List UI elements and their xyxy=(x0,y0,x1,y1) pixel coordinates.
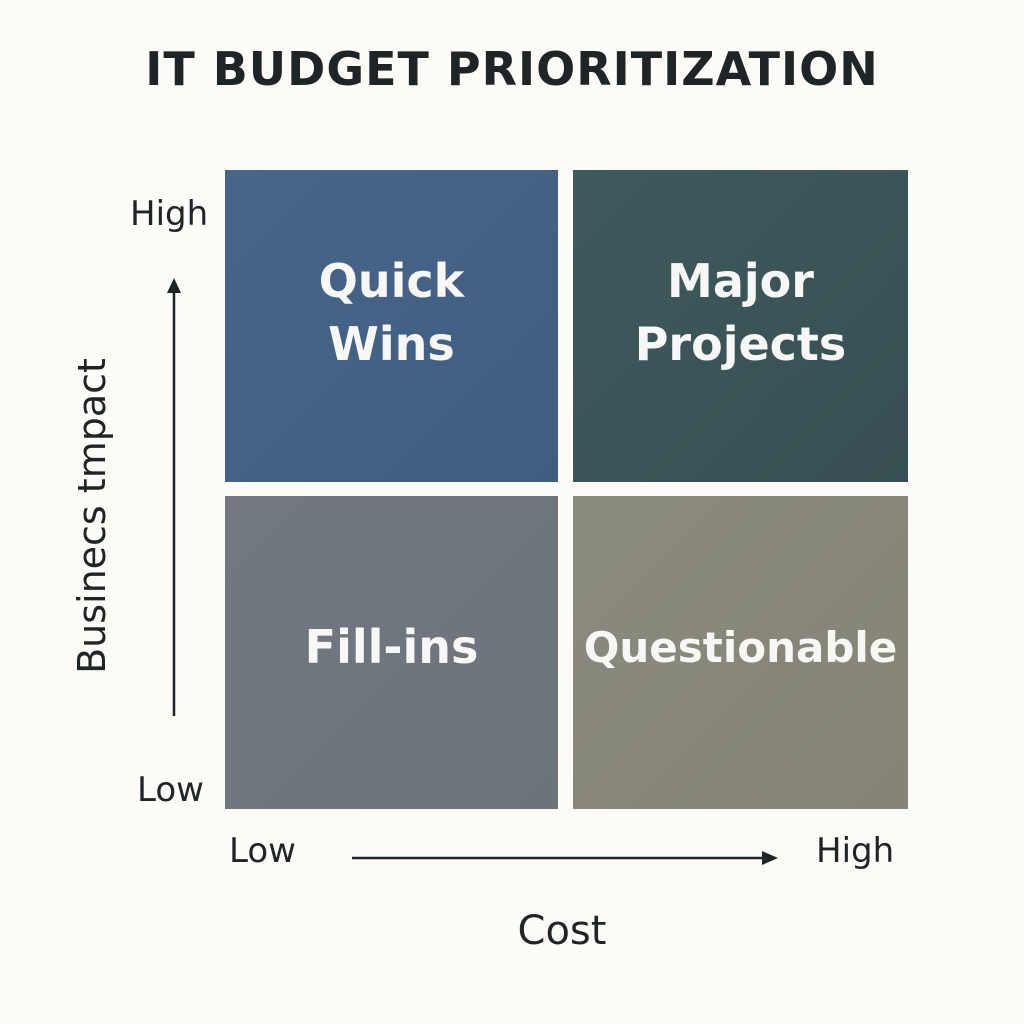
quadrant-questionable: Questionable xyxy=(573,496,908,809)
y-axis-arrow xyxy=(167,278,181,716)
x-axis-title: Cost xyxy=(517,908,607,954)
x-axis-arrow xyxy=(352,851,778,865)
x-axis-low-label: Low xyxy=(229,831,296,871)
quadrant-label-quick-wins: Quick Wins xyxy=(318,253,465,371)
x-axis-high-label: High xyxy=(816,831,895,871)
y-axis-low-label: Low xyxy=(137,770,204,810)
diagram-title: IT BUDGET PRIORITIZATION xyxy=(145,42,879,96)
y-axis-high-label: High xyxy=(130,194,209,234)
quadrant-label-fill-ins: Fill-ins xyxy=(304,619,479,674)
quadrant-quick-wins: Quick Wins xyxy=(225,170,558,482)
quadrant-major-projects: Major Projects xyxy=(573,170,908,482)
quadrant-label-major-projects: Major Projects xyxy=(634,253,847,371)
y-axis-title: Businecs tmpact xyxy=(70,358,114,674)
quadrant-fill-ins: Fill-ins xyxy=(225,496,558,809)
quadrant-label-questionable: Questionable xyxy=(583,622,898,672)
